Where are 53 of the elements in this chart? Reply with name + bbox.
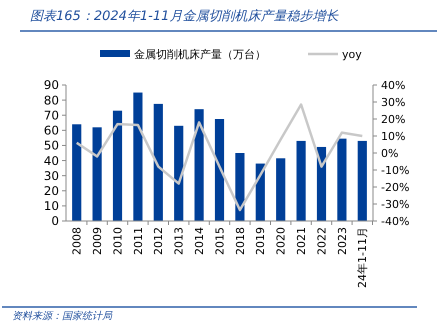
y-tick-label: 90 bbox=[44, 78, 59, 92]
chart-title: 图表165：2024年1-11月金属切削机床产量稳步增长 bbox=[30, 9, 340, 24]
bar bbox=[214, 119, 224, 221]
line-series bbox=[75, 103, 364, 212]
bar bbox=[133, 92, 142, 221]
y-tick-label: 10 bbox=[44, 199, 59, 214]
y2-tick-label: 0% bbox=[381, 146, 398, 160]
y-tick-label: 80 bbox=[44, 93, 59, 108]
x-tick-label: 2008 bbox=[70, 227, 84, 255]
legend-label: yoy bbox=[342, 48, 362, 61]
bar bbox=[235, 153, 244, 221]
x-tick-label: 2021 bbox=[294, 227, 308, 255]
bar bbox=[72, 124, 82, 221]
y2-tick-label: -40% bbox=[381, 214, 410, 228]
x-tick-label: 2022 bbox=[315, 227, 328, 255]
bar bbox=[256, 164, 265, 221]
bar bbox=[112, 110, 122, 221]
bar bbox=[154, 104, 163, 221]
x-tick-label: 2018 bbox=[234, 227, 247, 255]
y-tick-label: 50 bbox=[44, 138, 59, 153]
y2-tick-label: -20% bbox=[381, 180, 410, 194]
x-tick-label: 24年1-11月 bbox=[356, 227, 370, 288]
bar bbox=[276, 158, 286, 221]
y-tick-label: 0 bbox=[51, 214, 59, 228]
bar bbox=[194, 109, 204, 221]
x-tick-label: 2015 bbox=[213, 227, 226, 255]
y2-tick-label: 40% bbox=[381, 78, 406, 92]
y-tick-label: 60 bbox=[44, 124, 59, 138]
y2-tick-label: 30% bbox=[381, 96, 406, 109]
y2-tick-label: -30% bbox=[381, 198, 410, 211]
bar bbox=[358, 140, 367, 221]
text: 资料来源：国家统计局 bbox=[12, 310, 113, 322]
x-tick-label: 2014 bbox=[192, 227, 206, 255]
bar bbox=[174, 126, 184, 221]
bar bbox=[92, 127, 102, 221]
x-tick-label: 2013 bbox=[172, 227, 186, 255]
bar bbox=[337, 138, 346, 221]
legend-label: 金属切削机床产量（万台） bbox=[134, 48, 266, 61]
x-tick-label: 2020 bbox=[274, 227, 288, 255]
y-tick-label: 30 bbox=[44, 168, 59, 183]
x-tick-label: 2023 bbox=[336, 227, 349, 255]
x-tick-label: 2010 bbox=[111, 227, 124, 255]
y2-tick-label: 20% bbox=[381, 112, 406, 126]
x-tick-label: 2009 bbox=[90, 227, 104, 255]
bar bbox=[296, 140, 306, 221]
y2-tick-label: 10% bbox=[381, 130, 406, 143]
x-tick-label: 2011 bbox=[132, 227, 145, 255]
y-tick-label: 40 bbox=[44, 154, 59, 168]
x-tick-label: 2012 bbox=[152, 227, 166, 255]
x-tick-label: 2019 bbox=[254, 227, 268, 255]
y2-tick-label: -10% bbox=[381, 164, 410, 177]
y-tick-label: 20 bbox=[44, 184, 59, 198]
y-tick-label: 70 bbox=[44, 108, 59, 122]
